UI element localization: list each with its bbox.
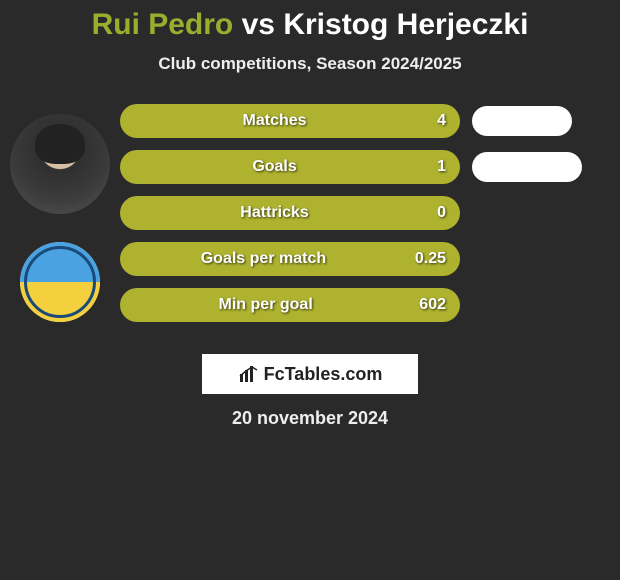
content-row: Matches4Goals1Hattricks0Goals per match0… — [0, 104, 620, 334]
stat-label: Matches — [120, 112, 429, 130]
brand-bar: FcTables.com — [202, 354, 418, 394]
chart-icon — [238, 364, 258, 384]
stat-label: Hattricks — [120, 204, 429, 222]
stat-value-p1: 1 — [429, 158, 446, 176]
stats-column: Matches4Goals1Hattricks0Goals per match0… — [120, 104, 620, 334]
left-column — [0, 104, 120, 322]
stat-value-p1: 4 — [429, 112, 446, 130]
comparison-card: Rui Pedro vs Kristog Herjeczki Club comp… — [0, 0, 620, 429]
badge-ring — [24, 246, 96, 318]
stat-row: Matches4 — [120, 104, 610, 138]
title-vs: vs — [242, 8, 275, 41]
player2-bar — [472, 106, 572, 136]
player-avatar — [10, 114, 110, 214]
date-text: 20 november 2024 — [0, 408, 620, 429]
subtitle: Club competitions, Season 2024/2025 — [0, 54, 620, 74]
stat-label: Min per goal — [120, 296, 411, 314]
player1-bar: Hattricks0 — [120, 196, 460, 230]
player2-bar — [472, 152, 582, 182]
title-player1: Rui Pedro — [92, 8, 234, 41]
club-badge — [20, 242, 100, 322]
stat-row: Goals per match0.25 — [120, 242, 610, 276]
stat-label: Goals per match — [120, 250, 407, 268]
player1-bar: Goals1 — [120, 150, 460, 184]
player1-bar: Goals per match0.25 — [120, 242, 460, 276]
stat-row: Hattricks0 — [120, 196, 610, 230]
player1-bar: Matches4 — [120, 104, 460, 138]
stat-value-p1: 0 — [429, 204, 446, 222]
stat-value-p1: 0.25 — [407, 250, 446, 268]
page-title: Rui Pedro vs Kristog Herjeczki — [0, 8, 620, 42]
stat-row: Min per goal602 — [120, 288, 610, 322]
player1-bar: Min per goal602 — [120, 288, 460, 322]
title-player2: Kristog Herjeczki — [283, 8, 528, 41]
stat-value-p1: 602 — [411, 296, 446, 314]
stat-label: Goals — [120, 158, 429, 176]
stat-row: Goals1 — [120, 150, 610, 184]
brand-text: FcTables.com — [264, 364, 383, 385]
